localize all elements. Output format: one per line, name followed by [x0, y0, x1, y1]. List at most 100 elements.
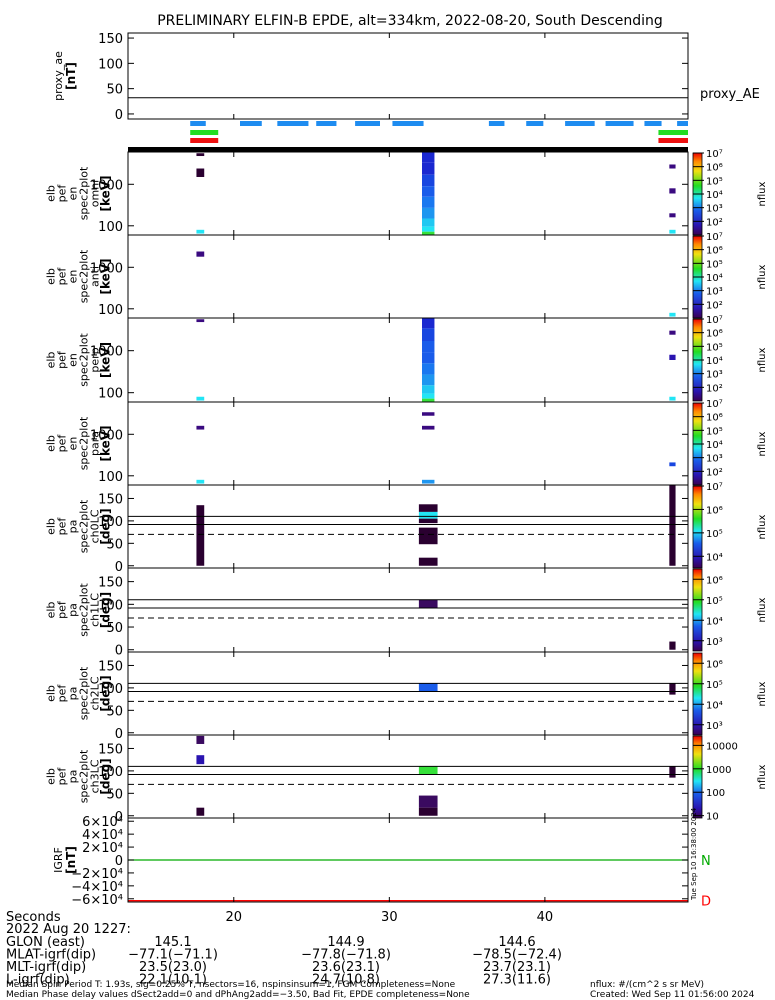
- spectrogram-cell: [422, 231, 435, 235]
- colorbar-tick-label: 10⁶: [706, 413, 723, 424]
- spectrogram-cell: [669, 312, 676, 317]
- colorbar-tick-label: 10⁶: [706, 659, 723, 670]
- y-axis-label: spec2plot: [78, 583, 91, 637]
- spectrogram-cell: [669, 188, 676, 194]
- proxy-ae-legend: proxy_AE: [700, 87, 760, 102]
- data-coverage-strip: [128, 147, 688, 152]
- panel-frame: [127, 317, 689, 403]
- y-tick-label: −4×10⁴: [71, 880, 123, 895]
- colorbar-tick-label: 10⁴: [706, 616, 723, 627]
- y-axis-label: IGRF: [52, 847, 65, 873]
- colorbar-tick-label: 10²: [706, 217, 723, 228]
- y-axis-label: pef: [56, 517, 69, 536]
- colorbar-tick-label: 10²: [706, 383, 723, 394]
- spectrogram-cell: [418, 511, 438, 519]
- blue-status-segment: [240, 121, 262, 126]
- y-tick-label: 150: [98, 32, 123, 47]
- colorbar-label: nflux: [757, 514, 768, 539]
- panel-frame: [127, 32, 689, 120]
- spectrogram-cell: [669, 683, 676, 695]
- red-status-segment: [190, 138, 219, 143]
- ephemeris-value: 144.6: [498, 935, 535, 950]
- colorbar-tick-label: 10⁴: [706, 356, 723, 367]
- spectrogram-cell: [422, 412, 435, 416]
- ephemeris-label: GLON (east): [6, 935, 85, 950]
- ephemeris-value: −78.5(−72.4): [472, 948, 562, 963]
- green-status-segment: [658, 130, 688, 135]
- spectrogram-cell: [422, 341, 435, 353]
- y-axis-label: pef: [56, 684, 69, 703]
- y-tick-label: 100: [98, 682, 123, 697]
- colorbar: [692, 652, 703, 736]
- y-axis-label: spec2plot: [78, 249, 91, 303]
- y-tick-label: −6×10⁴: [71, 893, 123, 908]
- colorbar-tick-label: 10⁷: [706, 149, 723, 160]
- y-axis-label: pef: [56, 184, 69, 203]
- colorbar-label: nflux: [757, 681, 768, 706]
- spectrogram-cell: [196, 251, 205, 257]
- ephemeris-label: MLAT-igrf(dip): [6, 948, 96, 963]
- y-tick-label: 0: [115, 854, 123, 869]
- y-tick-label: 2×10⁴: [82, 841, 123, 856]
- colorbar: [692, 485, 703, 569]
- blue-status-segment: [316, 121, 337, 126]
- spectrogram-cell: [669, 229, 676, 234]
- y-tick-label: 1000: [90, 261, 123, 276]
- y-axis-label: proxy_ae: [52, 51, 65, 101]
- y-axis-label: en: [67, 437, 80, 451]
- y-axis-label: spec2plot: [78, 749, 91, 803]
- blue-status-segment: [565, 121, 595, 126]
- ephemeris-value: 23.5(23.0): [139, 960, 207, 975]
- x-tick-label: 40: [537, 910, 554, 925]
- colorbar-tick-label: 10³: [706, 637, 723, 648]
- y-axis-label: elb: [45, 685, 58, 702]
- colorbar-tick-label: 10³: [706, 454, 723, 465]
- spectrogram-cell: [422, 207, 435, 219]
- spectrogram-cell: [196, 229, 205, 234]
- spectrogram-cell: [196, 396, 205, 401]
- spectrogram-cell: [422, 174, 435, 187]
- y-axis-label: para: [89, 431, 102, 456]
- colorbar-tick-label: 10: [706, 812, 719, 823]
- y-tick-label: 50: [106, 621, 123, 636]
- y-axis-label: [nT]: [64, 846, 78, 874]
- spectrogram-cell: [196, 168, 205, 177]
- y-axis-label: [keV]: [99, 258, 113, 294]
- colorbar-tick-label: 10000: [706, 741, 738, 752]
- ephemeris-value: −77.8(−71.8): [301, 948, 391, 963]
- blue-status-segment: [605, 121, 634, 126]
- y-tick-label: 0: [115, 560, 123, 575]
- igrf-legend-D: D: [701, 895, 711, 910]
- y-axis-label: spec2plot: [78, 166, 91, 220]
- ephemeris-value: 145.1: [154, 935, 191, 950]
- colorbar-tick-label: 10⁴: [706, 190, 723, 201]
- colorbar-label: nflux: [757, 597, 768, 622]
- colorbar-tick-label: 10⁶: [706, 575, 723, 586]
- y-axis-label: pef: [56, 434, 69, 453]
- spectrogram-cell: [418, 795, 438, 808]
- figure-title: PRELIMINARY ELFIN-B EPDE, alt=334km, 202…: [157, 13, 663, 29]
- seconds-label: Seconds: [6, 910, 61, 925]
- spectrogram-cell: [422, 226, 435, 232]
- y-axis-label: [deg]: [99, 508, 113, 544]
- blue-status-segment: [392, 121, 424, 126]
- ephemeris-value: 144.9: [327, 935, 364, 950]
- y-tick-label: 150: [98, 742, 123, 757]
- y-tick-label: 150: [98, 576, 123, 591]
- x-tick-label: 30: [381, 910, 398, 925]
- colorbar-tick-label: 10⁵: [706, 176, 723, 187]
- panel-proxy_ae: proxy_AE 150 100 50 0 proxy_ae [nT]: [52, 32, 760, 123]
- y-axis-label: [deg]: [99, 758, 113, 794]
- colorbar-tick-label: 10⁶: [706, 246, 723, 257]
- y-axis-label: spec2plot: [78, 499, 91, 553]
- panel-frame: [127, 401, 689, 486]
- spectrogram-cell: [196, 735, 205, 744]
- y-axis-label: pef: [56, 267, 69, 286]
- y-axis-label: en: [67, 270, 80, 284]
- y-tick-label: 50: [106, 83, 123, 98]
- y-axis-label: elb: [45, 435, 58, 452]
